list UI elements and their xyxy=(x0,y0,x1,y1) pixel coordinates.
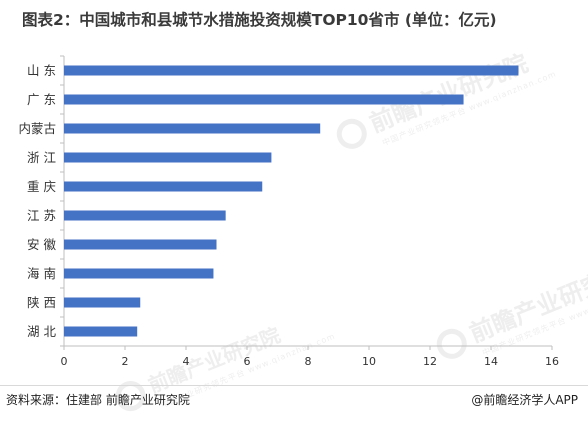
bar xyxy=(64,268,214,279)
x-tick-label: 4 xyxy=(183,355,190,368)
y-tick-label: 陕 西 xyxy=(27,295,56,310)
x-tick-label: 12 xyxy=(423,355,437,368)
bar xyxy=(64,210,226,221)
brand-credit: @前瞻经济学人APP xyxy=(471,393,578,407)
footer-divider xyxy=(0,385,588,386)
y-tick-label: 重 庆 xyxy=(27,179,56,194)
bar xyxy=(64,297,141,308)
x-tick-label: 10 xyxy=(362,355,376,368)
y-tick-label: 安 徽 xyxy=(27,237,56,252)
x-tick-label: 6 xyxy=(244,355,251,368)
y-tick-label: 内蒙古 xyxy=(18,121,56,136)
y-tick-label: 江 苏 xyxy=(27,208,56,223)
chart-title: 图表2：中国城市和县城节水措施投资规模TOP10省市 (单位：亿元) xyxy=(22,11,497,29)
bar xyxy=(64,181,263,192)
bar xyxy=(64,326,138,337)
bar xyxy=(64,123,321,134)
y-tick-label: 湖 北 xyxy=(27,324,56,339)
x-tick-label: 14 xyxy=(484,355,498,368)
x-tick-label: 2 xyxy=(122,355,129,368)
x-tick-label: 8 xyxy=(305,355,312,368)
bar xyxy=(64,152,272,163)
bar xyxy=(64,94,464,105)
y-tick-label: 海 南 xyxy=(27,266,56,281)
y-tick-label: 浙 江 xyxy=(27,150,56,165)
bar xyxy=(64,239,217,250)
bar xyxy=(64,65,519,76)
y-tick-label: 山 东 xyxy=(27,63,56,78)
source-note: 资料来源：住建部 前瞻产业研究院 xyxy=(6,393,190,407)
x-tick-label: 16 xyxy=(545,355,559,368)
y-tick-label: 广 东 xyxy=(27,92,56,107)
x-tick-label: 0 xyxy=(61,355,68,368)
